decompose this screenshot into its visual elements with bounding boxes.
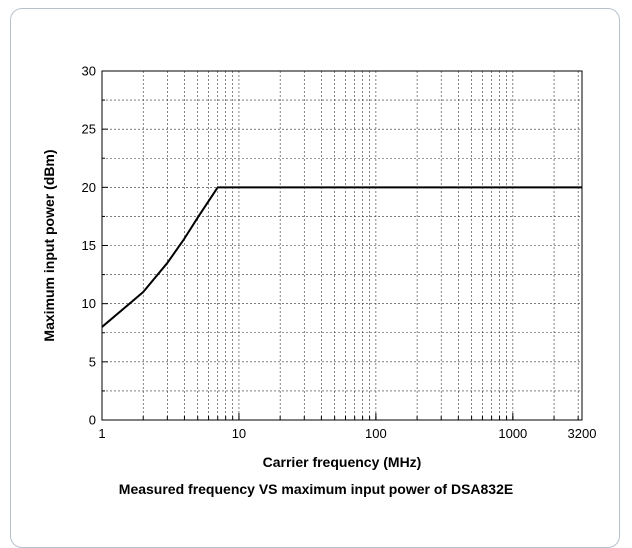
x-tick-label: 3200 [568,426,597,441]
series-line [101,186,582,328]
y-tick-label: 10 [82,296,96,311]
chart-card [10,8,620,548]
x-tick-label: 100 [365,426,387,441]
y-tick-label: 30 [82,64,96,79]
y-tick-label: 20 [82,180,96,195]
x-axis-label: Carrier frequency (MHz) [263,454,422,470]
y-axis-ticks: 0 5 10 15 20 25 30 [82,64,108,428]
chart-caption: Measured frequency VS maximum input powe… [118,481,514,497]
grid [102,71,582,420]
y-tick-label: 5 [89,354,96,369]
chart: 1 10 100 1000 3200 0 5 10 15 20 25 30 Carrier freq… [41,64,596,471]
x-axis-ticks: 1 10 100 1000 3200 [98,413,596,441]
x-tick-label: 10 [232,426,246,441]
y-tick-label: 25 [82,122,96,137]
y-tick-label: 15 [82,238,96,253]
x-tick-label: 1000 [498,426,527,441]
y-axis-label: Maximum input power (dBm) [41,149,57,341]
series-layer [101,186,582,328]
y-tick-label: 0 [89,413,96,428]
x-tick-label: 1 [98,426,105,441]
minor-ticks [102,99,579,420]
